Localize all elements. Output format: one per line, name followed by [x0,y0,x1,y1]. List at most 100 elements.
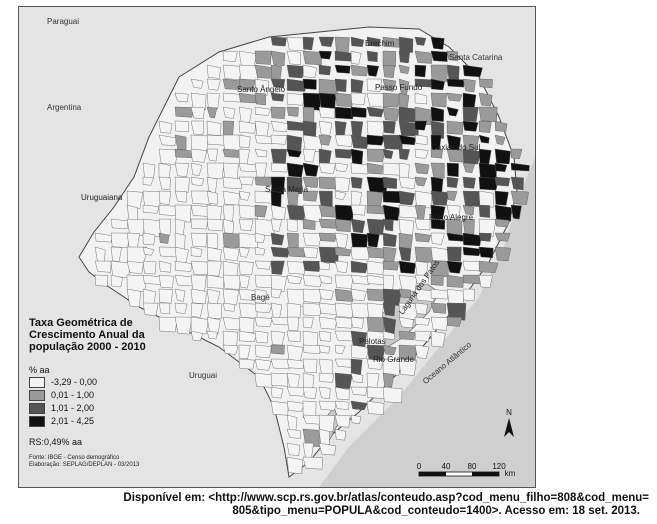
municipality-patch [414,316,430,326]
municipality-patch [462,288,475,302]
municipality-patch [270,50,286,67]
municipality-patch [318,400,337,411]
municipality-patch [350,414,362,424]
municipality-patch [430,50,448,62]
scale-tick: 40 [442,462,451,471]
label-passo-fundo: Passo Fundo [375,83,423,92]
municipality-patch [158,148,179,165]
municipality-patch [414,50,433,64]
municipality-patch [398,204,419,219]
municipality-patch [222,232,241,249]
municipality-patch [430,302,447,314]
municipality-patch [414,148,429,159]
municipality-patch [190,246,203,257]
municipality-patch [414,162,430,175]
municipality-patch [302,386,318,399]
municipality-patch [270,36,287,47]
municipality-patch [334,134,353,147]
municipality-patch [206,274,225,289]
municipality-patch [430,204,446,220]
municipality-patch [414,218,431,231]
municipality-patch [270,400,289,416]
municipality-patch [414,134,428,145]
municipality-patch [334,302,354,318]
municipality-patch [318,386,331,400]
municipality-patch [334,148,354,159]
municipality-patch [238,302,258,319]
municipality-patch [206,120,222,136]
label-porto-alegre: Porto Alegre [429,213,474,222]
municipality-patch [94,260,112,273]
municipality-patch [270,372,288,387]
municipality-patch [366,36,381,47]
municipality-patch [398,274,418,292]
municipality-patch [302,232,322,247]
municipality-patch [270,92,285,102]
municipality-patch [334,260,349,273]
municipality-patch [318,274,332,284]
municipality-patch [110,232,131,248]
scale-bar: 0 40 80 120 km [417,462,517,484]
north-arrow: N [501,407,517,441]
municipality-patch [382,204,400,221]
municipality-patch [158,232,170,244]
municipality-patch [398,50,411,64]
label-santo-angelo: Santo Ângelo [237,85,286,94]
municipality-patch [206,64,221,79]
municipality-patch [446,50,458,62]
municipality-patch [334,218,351,233]
municipality-patch [142,260,157,275]
municipality-patch [190,288,207,305]
municipality-patch [398,106,418,123]
municipality-patch [366,260,385,275]
municipality-patch [334,246,352,257]
municipality-patch [286,64,306,79]
municipality-patch [94,232,113,243]
label-paraguai: Paraguai [47,17,80,26]
municipality-patch [286,92,306,106]
municipality-patch [286,36,307,52]
municipality-patch [350,162,370,175]
municipality-patch [446,120,464,135]
municipality-patch [462,78,476,93]
municipality-patch [334,190,347,200]
label-bage: Bagé [251,293,270,302]
municipality-patch [270,344,285,355]
municipality-patch [254,120,270,138]
municipality-patch [334,344,346,355]
municipality-patch [414,288,436,302]
municipality-patch [238,260,254,276]
municipality-patch [462,106,479,122]
municipality-patch [414,120,428,131]
municipality-patch [158,204,176,216]
municipality-patch [254,330,269,344]
municipality-patch [382,106,400,121]
municipality-patch [190,92,207,111]
municipality-patch [238,204,258,219]
municipality-patch [318,288,334,301]
municipality-patch [462,64,483,78]
municipality-patch [254,204,268,218]
municipality-patch [110,218,129,230]
municipality-patch [238,316,255,334]
municipality-patch [206,232,218,249]
municipality-patch [206,218,224,232]
municipality-patch [286,162,304,178]
municipality-patch [270,162,288,173]
municipality-patch [494,134,506,145]
municipality-patch [398,358,417,376]
municipality-patch [398,148,410,160]
municipality-patch [238,106,253,124]
municipality-patch [462,204,475,216]
municipality-patch [254,246,266,256]
municipality-patch [126,218,146,236]
municipality-patch [254,134,275,145]
municipality-patch [366,218,385,235]
municipality-patch [430,78,445,91]
municipality-patch [350,358,363,375]
municipality-patch [430,92,447,108]
municipality-patch [398,134,416,146]
source-line-1: Fonte: IBGE - Censo demográfico [29,455,120,461]
municipality-patch [270,120,289,132]
municipality-patch [110,246,122,262]
